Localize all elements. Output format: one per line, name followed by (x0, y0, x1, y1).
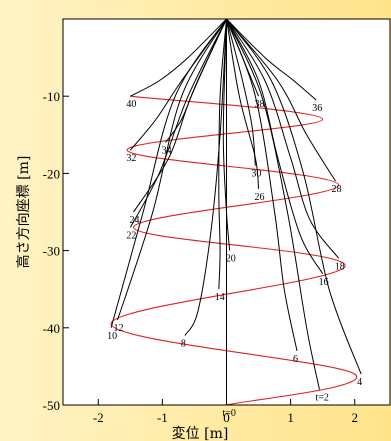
series-label-19: 38 (255, 99, 265, 110)
series-label-17: 34 (162, 146, 172, 157)
series-label-16: 32 (126, 153, 136, 164)
series-label-14: 28 (332, 184, 342, 195)
series-label-3: 6 (293, 354, 298, 365)
y-tick-label-0: -10 (43, 89, 60, 104)
x-tick-label-1: -1 (157, 410, 168, 425)
series-label-7: 14 (215, 292, 225, 303)
y-tick-label-2: -30 (43, 244, 60, 259)
series-label-4: 8 (181, 339, 186, 350)
series-line-7 (218, 18, 227, 290)
series-line-19 (226, 18, 260, 97)
series-label-6: 12 (114, 323, 124, 334)
tip-path (110, 95, 358, 406)
series-line-5 (110, 18, 227, 328)
y-axis-ticks: -10 -20 -30 -40 -50 (43, 89, 69, 413)
x-axis-title: 変位 [m] (172, 425, 229, 441)
series-label-1: t=2 (315, 393, 328, 404)
series-label-2: 4 (357, 377, 362, 388)
series-line-4 (184, 18, 227, 336)
series-layer (110, 18, 362, 405)
series-line-10 (222, 18, 231, 251)
series-label-13: 26 (255, 192, 265, 203)
series-label-12: 24 (130, 215, 140, 226)
series-line-13 (226, 18, 260, 189)
series-label-11: 22 (126, 230, 136, 241)
series-label-5: 10 (107, 331, 117, 342)
tip-path-layer (110, 95, 358, 406)
y-tick-label-3: -40 (43, 321, 60, 336)
series-line-20 (130, 18, 227, 97)
series-line-1 (226, 18, 320, 390)
x-tick-label-4: 2 (351, 410, 358, 425)
x-axis-ticks: -2 -1 0 1 2 (93, 399, 358, 425)
series-label-18: 36 (312, 103, 322, 114)
series-line-17 (165, 18, 227, 143)
y-axis-title: 高さ方向座標 [m] (15, 156, 32, 269)
y-tick-label-1: -20 (43, 166, 60, 181)
series-label-8: 16 (319, 277, 329, 288)
series-line-8 (226, 18, 324, 275)
x-tick-label-2: 0 (223, 410, 230, 425)
series-line-16 (129, 18, 227, 151)
series-line-2 (226, 18, 362, 375)
series-line-18 (226, 18, 317, 101)
series-label-15: 30 (251, 169, 261, 180)
series-label-0: t=0 (223, 408, 236, 419)
series-label-10: 20 (226, 254, 236, 265)
series-label-9: 18 (335, 261, 345, 272)
series-line-14 (226, 18, 336, 182)
series-line-15 (226, 18, 256, 166)
x-tick-label-3: 1 (287, 410, 294, 425)
x-tick-label-0: -2 (93, 410, 104, 425)
series-line-9 (226, 18, 340, 259)
series-label-20: 40 (126, 99, 136, 110)
y-tick-label-4: -50 (43, 398, 60, 413)
